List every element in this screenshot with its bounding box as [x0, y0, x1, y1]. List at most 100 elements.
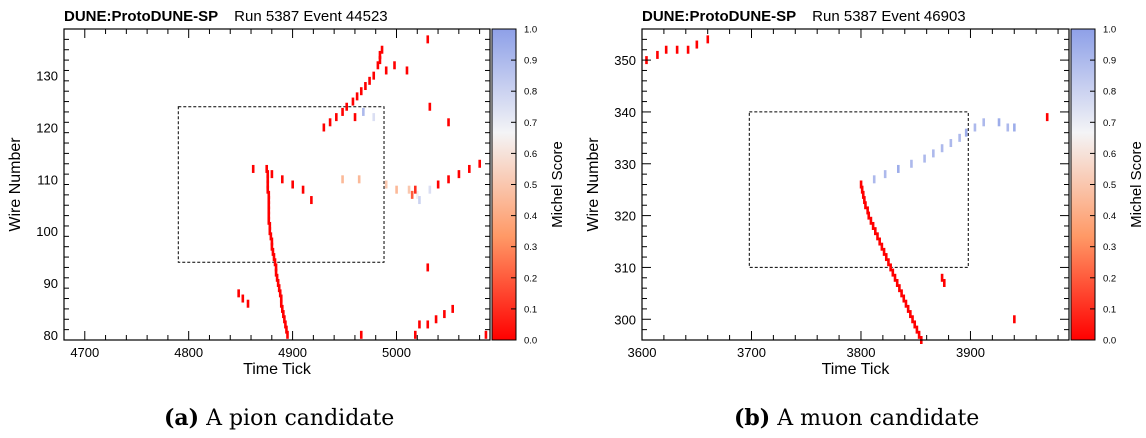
z-axis-label: Michel Score	[1128, 141, 1145, 228]
hit-point	[1045, 113, 1049, 122]
hit-point	[266, 170, 270, 179]
y-tick-label: 120	[36, 120, 58, 135]
hit-point	[940, 144, 944, 153]
hit-point	[285, 325, 288, 334]
hit-point	[267, 201, 271, 210]
hit-point	[251, 164, 255, 173]
hit-point	[451, 304, 454, 313]
panel-title: DUNE:ProtoDUNE-SP Run 5387 Event 44523	[64, 8, 388, 25]
hit-point	[656, 50, 659, 59]
z-tick-label: 0.7	[524, 118, 537, 129]
hit-point	[891, 268, 895, 277]
hit-point	[368, 76, 371, 85]
caption-muon: (b) A muon candidate	[734, 405, 979, 431]
z-tick-label: 0.0	[1103, 336, 1116, 347]
detector-name: DUNE:ProtoDUNE-SP	[642, 8, 796, 25]
hit-point	[351, 97, 355, 106]
hit-point	[426, 263, 430, 272]
x-tick-label: 3900	[956, 345, 985, 360]
hit-point	[410, 190, 414, 199]
hit-point	[664, 45, 668, 54]
hit-point	[355, 92, 359, 101]
hit-point	[1006, 123, 1010, 132]
caption-text: A pion candidate	[206, 406, 395, 431]
hit-point	[353, 113, 357, 122]
hit-point	[706, 35, 710, 44]
hit-point	[267, 190, 271, 199]
hit-point	[906, 304, 910, 313]
hit-point	[282, 310, 285, 319]
hit-point	[695, 40, 699, 49]
hit-point	[268, 221, 272, 230]
hit-point	[362, 107, 365, 116]
hit-point	[246, 299, 250, 308]
hit-point	[270, 237, 274, 246]
hit-point	[241, 294, 245, 303]
hit-point	[269, 232, 273, 241]
hit-point	[964, 128, 968, 137]
x-tick-label: 3600	[628, 345, 657, 360]
y-tick-label: 310	[614, 260, 636, 275]
caption-pion: (a) A pion candidate	[164, 405, 394, 431]
y-axis-label: Wire Number	[585, 137, 602, 232]
y-tick-label: 320	[614, 209, 636, 224]
run-event-label: Run 5387 Event 46903	[812, 8, 965, 25]
y-tick-label: 350	[614, 53, 636, 68]
z-tick-label: 0.2	[524, 273, 537, 284]
x-tick-label: 5000	[382, 345, 411, 360]
z-axis-label: Michel Score	[549, 141, 566, 228]
plot-area	[642, 29, 1069, 340]
y-tick-label: 330	[614, 157, 636, 172]
hit-point	[237, 289, 240, 298]
hit-point	[378, 56, 382, 65]
hit-point	[997, 118, 1001, 127]
hit-point	[274, 268, 278, 277]
hit-point	[265, 164, 269, 173]
hits-group	[645, 35, 1049, 344]
y-tick-label: 90	[44, 276, 58, 291]
hit-point	[457, 170, 461, 179]
z-tick-label: 0.9	[524, 56, 537, 67]
hit-point	[266, 180, 270, 189]
hit-point	[982, 118, 985, 127]
hit-point	[902, 294, 906, 303]
hit-point	[384, 180, 388, 189]
hit-point	[426, 35, 430, 44]
hit-point	[359, 330, 363, 339]
z-tick-label: 0.6	[1103, 149, 1116, 160]
hit-point	[876, 232, 879, 241]
hit-point	[322, 123, 326, 132]
z-tick-label: 0.5	[1103, 180, 1116, 191]
hit-point	[884, 253, 888, 262]
hit-point	[376, 61, 380, 70]
x-axis-label: Time Tick	[822, 361, 891, 378]
hit-point	[267, 211, 271, 220]
hit-point	[443, 310, 446, 319]
hit-point	[378, 50, 382, 59]
hit-point	[267, 216, 271, 225]
hit-point	[270, 170, 274, 179]
hit-point	[910, 159, 913, 168]
hit-point	[904, 299, 908, 308]
hit-point	[275, 273, 279, 282]
hit-point	[341, 107, 344, 116]
hit-point	[267, 196, 271, 205]
hit-point	[864, 201, 867, 210]
event-display-pion: DUNE:ProtoDUNE-SP Run 5387 Event 44523 470…	[7, 8, 566, 378]
hit-point	[874, 227, 877, 236]
hit-point	[418, 196, 421, 205]
z-tick-label: 0.1	[524, 304, 537, 315]
hit-point	[909, 310, 912, 319]
z-tick-label: 0.8	[524, 87, 537, 98]
hit-point	[357, 175, 361, 184]
caption-tag: (a)	[164, 405, 200, 431]
hit-point	[447, 118, 450, 127]
hit-point	[484, 330, 488, 339]
hit-point	[686, 45, 690, 54]
hit-point	[882, 247, 886, 256]
hit-point	[271, 247, 275, 256]
z-tick-label: 0.0	[524, 336, 537, 347]
hit-point	[860, 185, 864, 194]
hit-point	[923, 154, 926, 163]
z-tick-label: 0.9	[1103, 56, 1116, 67]
